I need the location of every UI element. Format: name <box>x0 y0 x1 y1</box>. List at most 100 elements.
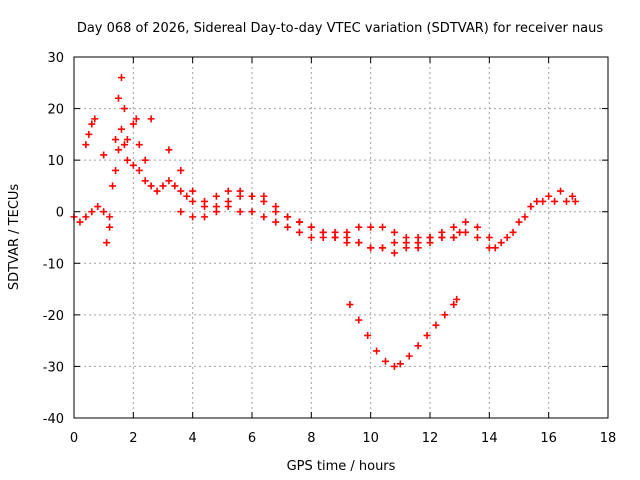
data-point <box>115 94 122 102</box>
data-point <box>307 234 315 241</box>
data-point <box>117 125 125 133</box>
data-point <box>390 249 398 257</box>
data-point <box>390 362 398 370</box>
x-tick-label: 16 <box>540 431 557 446</box>
data-point <box>236 208 244 216</box>
data-point <box>248 192 256 200</box>
data-point <box>414 244 422 252</box>
data-point <box>473 234 481 241</box>
data-point <box>331 234 339 241</box>
x-axis-label: GPS time / hours <box>287 459 396 474</box>
data-point <box>533 197 541 205</box>
data-point <box>390 239 398 247</box>
data-point <box>189 213 197 221</box>
data-point <box>521 213 529 221</box>
data-point <box>103 239 111 247</box>
data-point <box>123 136 131 144</box>
data-point <box>379 244 387 252</box>
data-point <box>364 331 372 339</box>
x-tick-label: 14 <box>481 431 498 446</box>
data-point <box>135 166 143 174</box>
y-axis-label: SDTVAR / TECUs <box>7 184 22 291</box>
data-series-3 <box>177 197 579 257</box>
y-tick-label: -20 <box>43 309 64 324</box>
data-point <box>426 239 434 247</box>
data-point <box>497 239 505 247</box>
data-point <box>115 146 122 154</box>
data-point <box>236 187 244 195</box>
data-point <box>373 347 381 355</box>
data-point <box>129 120 137 128</box>
data-point <box>201 213 209 221</box>
data-point <box>319 234 327 241</box>
data-point <box>141 177 149 185</box>
data-point <box>432 321 440 329</box>
data-point <box>509 228 517 236</box>
x-tick-label: 10 <box>362 431 379 446</box>
data-point <box>76 218 84 226</box>
data-point <box>355 223 363 231</box>
data-point <box>94 203 102 211</box>
data-series-1 <box>70 125 464 241</box>
data-point <box>423 331 431 339</box>
grid-lines <box>74 57 608 418</box>
data-point <box>177 187 185 195</box>
data-series-2 <box>82 74 576 252</box>
data-point <box>485 234 493 241</box>
chart-title: Day 068 of 2026, Sidereal Day-to-day VTE… <box>77 21 604 36</box>
data-point <box>100 208 108 216</box>
data-point <box>414 342 422 350</box>
data-point <box>201 197 209 205</box>
y-tick-label: -40 <box>43 412 64 427</box>
data-point <box>85 130 93 138</box>
data-point <box>106 223 114 231</box>
data-point <box>189 187 197 195</box>
y-tick-label: -10 <box>43 257 64 272</box>
data-point <box>117 74 125 82</box>
data-point <box>212 192 220 200</box>
y-tick-label: 30 <box>47 51 64 66</box>
data-point <box>120 105 128 113</box>
axis-ticks: 0 2 4 6 8 10 12 14 16 18 30 20 10 0 -10 -20 -30 -40 <box>43 51 617 446</box>
data-point <box>82 213 90 221</box>
data-point <box>568 192 576 200</box>
data-point <box>132 115 140 123</box>
data-point <box>147 115 155 123</box>
data-point <box>402 244 410 252</box>
data-point <box>224 187 232 195</box>
data-point <box>450 223 458 231</box>
data-point <box>177 208 185 216</box>
x-tick-label: 0 <box>70 431 78 446</box>
data-point <box>557 187 565 195</box>
x-tick-label: 2 <box>129 431 137 446</box>
y-tick-label: 10 <box>47 154 64 169</box>
data-point <box>177 166 185 174</box>
data-point <box>248 208 256 216</box>
data-point <box>571 197 579 205</box>
data-point <box>260 213 268 221</box>
data-point <box>189 197 197 205</box>
data-point <box>183 192 191 200</box>
data-point <box>367 223 375 231</box>
x-tick-label: 4 <box>189 431 197 446</box>
data-point <box>343 239 351 247</box>
data-point <box>515 218 523 226</box>
data-point <box>485 244 493 252</box>
data-point <box>539 197 547 205</box>
data-point <box>545 192 553 200</box>
data-point <box>396 360 404 368</box>
data-point <box>284 223 292 231</box>
data-point <box>355 239 363 247</box>
data-point <box>159 182 167 190</box>
data-point <box>491 244 499 252</box>
data-point <box>153 187 161 195</box>
data-point <box>141 156 149 164</box>
data-point <box>462 228 470 236</box>
data-point <box>109 182 117 190</box>
data-point <box>473 223 481 231</box>
x-tick-label: 18 <box>600 431 617 446</box>
data-point <box>112 166 120 174</box>
data-point <box>441 311 449 319</box>
data-point <box>284 213 292 221</box>
plot-frame <box>73 56 609 419</box>
